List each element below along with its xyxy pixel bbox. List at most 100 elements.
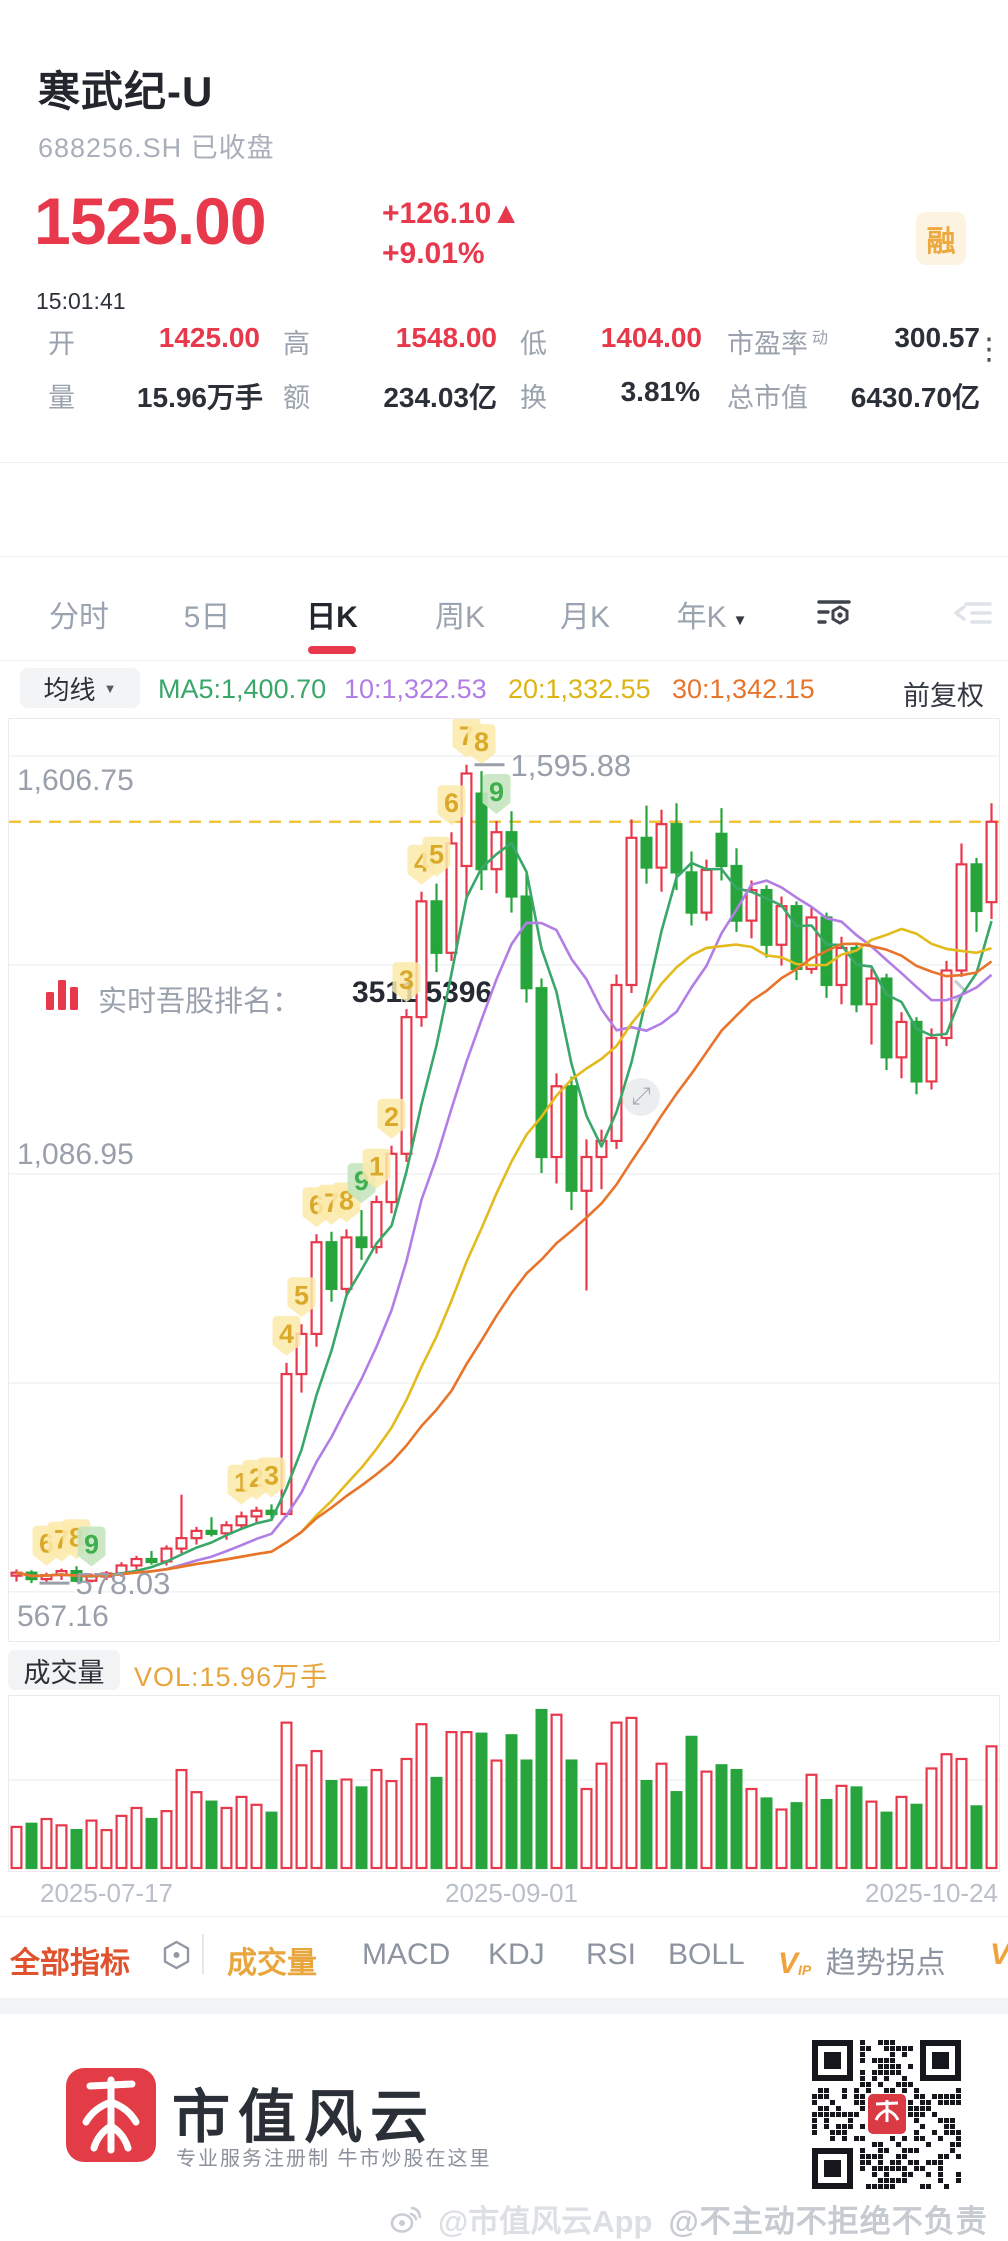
nine-count-badge: 3: [392, 962, 421, 1003]
stat-label: 总市值: [727, 383, 808, 413]
volume-bar: [160, 1810, 173, 1870]
volume-bar: [880, 1811, 893, 1870]
nine-count-badge: 6: [437, 785, 466, 826]
volume-bar: [760, 1797, 773, 1870]
ma10-legend: 10:1,322.53: [344, 674, 487, 704]
ma20-line: [16, 927, 992, 1578]
volume-chart[interactable]: [9, 1696, 999, 1871]
volume-tab-pill[interactable]: 成交量: [8, 1650, 120, 1690]
extreme-price-label: 578.03: [76, 1566, 171, 1601]
price-adjust-mode[interactable]: 前复权: [903, 681, 984, 711]
market-status: 已收盘: [190, 133, 275, 163]
nine-count-badge: 4: [272, 1315, 301, 1356]
volume-bar: [805, 1773, 818, 1870]
stats-row-2: 量 15.96万手 额 234.03亿 换 3.81% 总市值 6430.70亿: [0, 376, 1008, 413]
volume-value-label: VOL:15.96万手: [134, 1662, 329, 1692]
volume-bar: [640, 1779, 653, 1870]
nine-count-badge: 2: [377, 1098, 406, 1139]
candle: [925, 1028, 938, 1090]
price-change-block: +126.10▲ +9.01%: [382, 194, 521, 273]
candle: [550, 1073, 563, 1184]
tab-yearly-k[interactable]: 年K ▼: [676, 601, 748, 634]
indicator-config-icon[interactable]: [162, 1940, 191, 1970]
volume-bar: [70, 1828, 83, 1870]
candle: [145, 1550, 158, 1565]
ma-settings-button[interactable]: 均线 ▼: [20, 668, 140, 708]
ma30-line: [16, 942, 993, 1578]
volume-bar: [250, 1803, 263, 1870]
stat-label: 高: [283, 329, 310, 359]
tab-5day[interactable]: 5日: [183, 601, 231, 634]
indicator-item-next-vip[interactable]: VIP: [990, 1938, 1008, 1972]
y-axis-label: 567.16: [17, 1600, 109, 1633]
volume-bar: [475, 1732, 488, 1870]
candle: [850, 943, 863, 1013]
tab-monthly-k[interactable]: 月K: [559, 601, 611, 634]
tab-minute[interactable]: 分时: [49, 601, 109, 634]
tab-weekly-k[interactable]: 周K: [434, 601, 486, 634]
volume-bar: [55, 1824, 68, 1870]
watermark-user: @不主动不拒绝不负责: [668, 2204, 988, 2239]
candle: [295, 1324, 308, 1393]
volume-bar: [535, 1708, 548, 1870]
indicator-item-macd[interactable]: MACD: [362, 1938, 451, 1971]
caret-down-icon: ▼: [103, 680, 117, 696]
nine-count-badge: 8: [467, 724, 496, 765]
ma30-legend: 30:1,342.15: [672, 674, 815, 704]
indicator-settings-icon[interactable]: [816, 594, 854, 632]
volume-bar: [445, 1731, 458, 1870]
volume-bar: [310, 1749, 323, 1870]
stat-value-mktcap: 6430.70亿: [850, 382, 980, 413]
indicator-item-boll[interactable]: BOLL: [668, 1938, 745, 1971]
volume-bar: [835, 1784, 848, 1870]
rank-row[interactable]: 实时吾股排名： 3511/5396: [0, 478, 1008, 1018]
volume-bar: [340, 1778, 353, 1870]
candle: [655, 809, 668, 892]
brand-logo: [66, 2068, 156, 2162]
vip-icon: VIP: [990, 1940, 1008, 1970]
candle: [970, 857, 983, 932]
volume-bar: [40, 1817, 53, 1870]
indicator-item-rsi[interactable]: RSI: [586, 1938, 637, 1971]
kline-chart-panel[interactable]: 1,606.75 1,086.95 567.16 6 7 8 9 1 2 3 4 5 6 7 8 9 1 2 3 4 5…: [8, 717, 1000, 1642]
volume-bar: [175, 1768, 188, 1870]
indicator-item-kdj[interactable]: KDJ: [488, 1938, 545, 1971]
volume-bar: [700, 1770, 713, 1870]
all-indicators-button[interactable]: 全部指标: [10, 1947, 130, 1980]
svg-text:4: 4: [279, 1319, 294, 1349]
volume-bar: [580, 1787, 593, 1870]
x-axis-date: 2025-10-24: [865, 1878, 998, 1908]
stat-label: 低: [520, 329, 547, 359]
candle: [505, 811, 518, 913]
candle: [610, 974, 623, 1149]
svg-text:2: 2: [384, 1102, 399, 1132]
y-axis-label: 1,086.95: [17, 1138, 134, 1171]
volume-bar: [655, 1762, 668, 1870]
volume-bar: [385, 1779, 398, 1870]
volume-bar: [955, 1757, 968, 1870]
price-change-pct: +9.01%: [382, 236, 485, 270]
indicator-item-trend-vip[interactable]: V IP 趋势拐点: [778, 1947, 946, 1980]
brand-tagline: 专业服务注册制 牛市炒股在这里: [176, 2148, 492, 2170]
stat-value-volume: 15.96万手: [136, 382, 263, 413]
volume-bar: [865, 1800, 878, 1870]
extreme-price-label: 1,595.88: [511, 748, 632, 783]
tab-daily-k[interactable]: 日K: [306, 601, 358, 634]
y-axis-label: 1,606.75: [17, 764, 134, 797]
qr-code: [808, 2038, 966, 2190]
candle: [400, 1009, 413, 1162]
stat-value-low: 1404.00: [600, 322, 702, 353]
collapse-panel-icon[interactable]: [952, 596, 992, 630]
fullscreen-expand-button[interactable]: ⤢: [622, 1078, 660, 1116]
stat-value-open: 1425.00: [158, 322, 260, 353]
volume-chart-panel[interactable]: [8, 1695, 1000, 1872]
margin-trading-badge[interactable]: 融: [916, 212, 966, 265]
indicator-item-volume[interactable]: 成交量: [227, 1947, 317, 1980]
candle: [835, 936, 848, 1005]
svg-text:5: 5: [429, 840, 444, 870]
more-icon[interactable]: ⋮: [974, 333, 1004, 366]
svg-text:3: 3: [264, 1460, 279, 1490]
volume-bar: [370, 1768, 383, 1870]
